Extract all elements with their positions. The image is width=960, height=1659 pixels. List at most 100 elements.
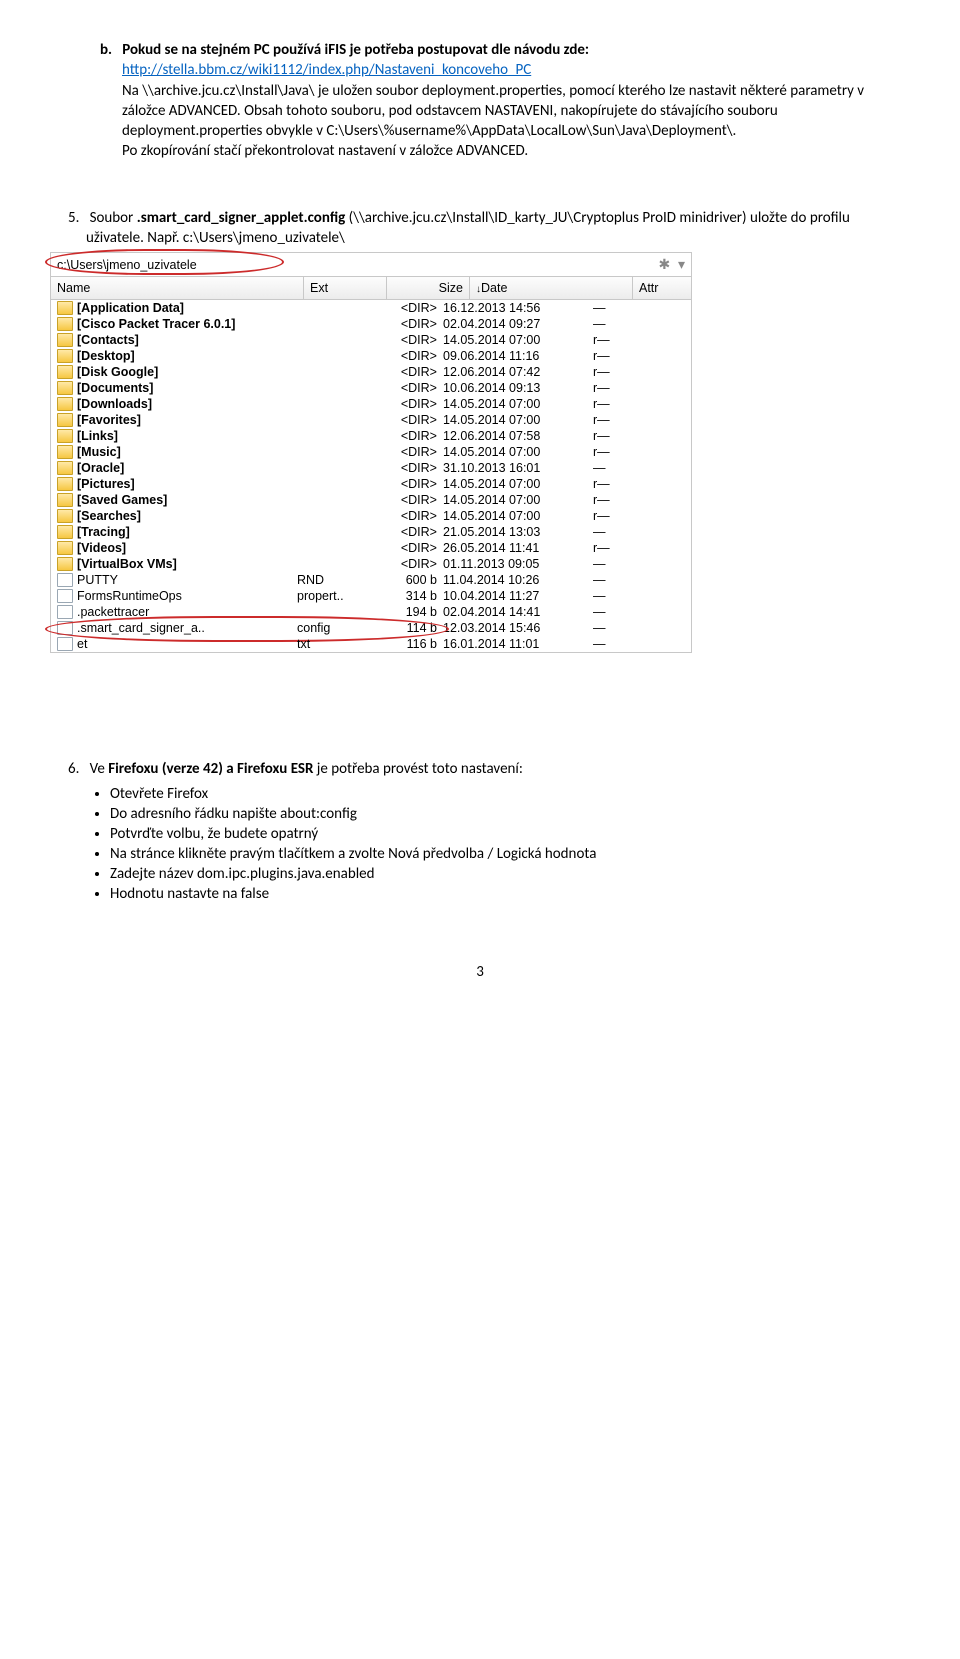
table-row[interactable]: PUTTYRND600 b11.04.2014 10:26— [51, 572, 691, 588]
table-row[interactable]: [Oracle]<DIR>31.10.2013 16:01— [51, 460, 691, 476]
list-item: Zadejte název dom.ipc.plugins.java.enabl… [110, 865, 910, 883]
cell-date: 09.06.2014 11:16 [443, 349, 593, 363]
section-b: b. Pokud se na stejném PC používá iFIS j… [100, 40, 910, 162]
folder-icon [57, 301, 73, 315]
cell-size: <DIR> [367, 413, 443, 427]
table-row[interactable]: ettxt116 b16.01.2014 11:01— [51, 636, 691, 652]
cell-name: [Disk Google] [57, 365, 297, 379]
cell-date: 14.05.2014 07:00 [443, 413, 593, 427]
cell-attr: — [593, 637, 685, 651]
table-row[interactable]: [Videos]<DIR>26.05.2014 11:41r— [51, 540, 691, 556]
table-row[interactable]: [Application Data]<DIR>16.12.2013 14:56— [51, 300, 691, 316]
step-5-num: 5. [68, 209, 79, 227]
step-6-bullets: Otevřete FirefoxDo adresního řádku napiš… [110, 785, 910, 903]
table-row[interactable]: [Disk Google]<DIR>12.06.2014 07:42r— [51, 364, 691, 380]
fm-body: [Application Data]<DIR>16.12.2013 14:56—… [51, 300, 691, 652]
table-row[interactable]: [Desktop]<DIR>09.06.2014 11:16r— [51, 348, 691, 364]
step-6: 6. Ve Firefoxu (verze 42) a Firefoxu ESR… [68, 759, 910, 779]
cell-size: <DIR> [367, 557, 443, 571]
folder-icon [57, 557, 73, 571]
cell-date: 14.05.2014 07:00 [443, 509, 593, 523]
cell-date: 11.04.2014 10:26 [443, 573, 593, 587]
folder-icon [57, 541, 73, 555]
cell-date: 10.04.2014 11:27 [443, 589, 593, 603]
cell-attr: r— [593, 429, 685, 443]
cell-size: <DIR> [367, 429, 443, 443]
col-size-header[interactable]: Size [387, 277, 470, 299]
table-row[interactable]: [Favorites]<DIR>14.05.2014 07:00r— [51, 412, 691, 428]
cell-size: <DIR> [367, 493, 443, 507]
step-6-pre: Ve [90, 760, 109, 778]
folder-icon [57, 429, 73, 443]
table-row[interactable]: [Saved Games]<DIR>14.05.2014 07:00r— [51, 492, 691, 508]
cell-name: [Cisco Packet Tracer 6.0.1] [57, 317, 297, 331]
table-row[interactable]: [VirtualBox VMs]<DIR>01.11.2013 09:05— [51, 556, 691, 572]
table-row[interactable]: [Documents]<DIR>10.06.2014 09:13r— [51, 380, 691, 396]
page-number: 3 [50, 963, 910, 981]
table-row[interactable]: .packettracer194 b02.04.2014 14:41— [51, 604, 691, 620]
cell-name: [Tracing] [57, 525, 297, 539]
cell-attr: r— [593, 541, 685, 555]
step-6-num: 6. [68, 760, 79, 778]
cell-name: PUTTY [57, 573, 297, 587]
cell-attr: r— [593, 413, 685, 427]
cell-size: <DIR> [367, 541, 443, 555]
cell-attr: r— [593, 445, 685, 459]
star-icon: ✱ ▾ [658, 256, 685, 273]
table-row[interactable]: .smart_card_signer_a..config114 b12.03.2… [51, 620, 691, 636]
file-icon [57, 621, 73, 635]
table-row[interactable]: [Downloads]<DIR>14.05.2014 07:00r— [51, 396, 691, 412]
table-row[interactable]: [Contacts]<DIR>14.05.2014 07:00r— [51, 332, 691, 348]
col-date-header[interactable]: ↓Date [470, 277, 633, 299]
cell-attr: r— [593, 349, 685, 363]
col-ext-header[interactable]: Ext [304, 277, 387, 299]
cell-size: <DIR> [367, 509, 443, 523]
cell-name: [VirtualBox VMs] [57, 557, 297, 571]
section-b-body1: Na \\archive.jcu.cz\Install\Java\ je ulo… [122, 82, 864, 141]
table-row[interactable]: [Cisco Packet Tracer 6.0.1] <DIR>02.04.20… [51, 316, 691, 332]
step-6-bold: Firefoxu (verze 42) a Firefoxu ESR [108, 760, 313, 778]
cell-attr: — [593, 605, 685, 619]
cell-name: [Oracle] [57, 461, 297, 475]
cell-name: [Pictures] [57, 477, 297, 491]
col-attr-header[interactable]: Attr [633, 277, 691, 299]
step-5-bold: .smart_card_signer_applet.config [137, 209, 346, 227]
folder-icon [57, 445, 73, 459]
cell-attr: r— [593, 493, 685, 507]
cell-date: 12.06.2014 07:58 [443, 429, 593, 443]
table-row[interactable]: [Links]<DIR>12.06.2014 07:58r— [51, 428, 691, 444]
cell-date: 14.05.2014 07:00 [443, 445, 593, 459]
table-row[interactable]: [Searches]<DIR>14.05.2014 07:00r— [51, 508, 691, 524]
step-5-pre: Soubor [90, 209, 134, 227]
cell-date: 14.05.2014 07:00 [443, 477, 593, 491]
cell-attr: — [593, 461, 685, 475]
cell-size: 116 b [367, 637, 443, 651]
folder-icon [57, 333, 73, 347]
col-name-header[interactable]: Name [51, 277, 304, 299]
cell-attr: — [593, 621, 685, 635]
cell-size: 600 b [367, 573, 443, 587]
list-item: Na stránce klikněte pravým tlačítkem a z… [110, 845, 910, 863]
cell-name: [Downloads] [57, 397, 297, 411]
cell-date: 02.04.2014 09:27 [443, 317, 593, 331]
list-item: Do adresního řádku napište about:config [110, 805, 910, 823]
step-6-post: je potřeba provést toto nastavení: [313, 760, 522, 778]
wiki-link[interactable]: http://stella.bbm.cz/wiki1112/index.php/… [122, 61, 531, 79]
cell-attr: r— [593, 509, 685, 523]
cell-size: <DIR> [367, 461, 443, 475]
section-b-body2: Po zkopírování stačí překontrolovat nast… [122, 142, 528, 160]
table-row[interactable]: [Music]<DIR>14.05.2014 07:00r— [51, 444, 691, 460]
cell-size: <DIR> [367, 317, 443, 331]
table-row[interactable]: [Tracing]<DIR>21.05.2014 13:03— [51, 524, 691, 540]
list-item: Hodnotu nastavte na false [110, 885, 910, 903]
table-row[interactable]: FormsRuntimeOpspropert..314 b10.04.2014 … [51, 588, 691, 604]
section-b-lead: Pokud se na stejném PC používá iFIS je p… [122, 41, 589, 59]
cell-date: 14.05.2014 07:00 [443, 333, 593, 347]
file-manager: c:\Users\jmeno_uzivatele ✱ ▾ Name Ext Si… [50, 252, 692, 653]
cell-name: [Documents] [57, 381, 297, 395]
cell-name: [Saved Games] [57, 493, 297, 507]
cell-date: 21.05.2014 13:03 [443, 525, 593, 539]
cell-name: .smart_card_signer_a.. [57, 621, 297, 635]
table-row[interactable]: [Pictures]<DIR>14.05.2014 07:00r— [51, 476, 691, 492]
file-icon [57, 637, 73, 651]
